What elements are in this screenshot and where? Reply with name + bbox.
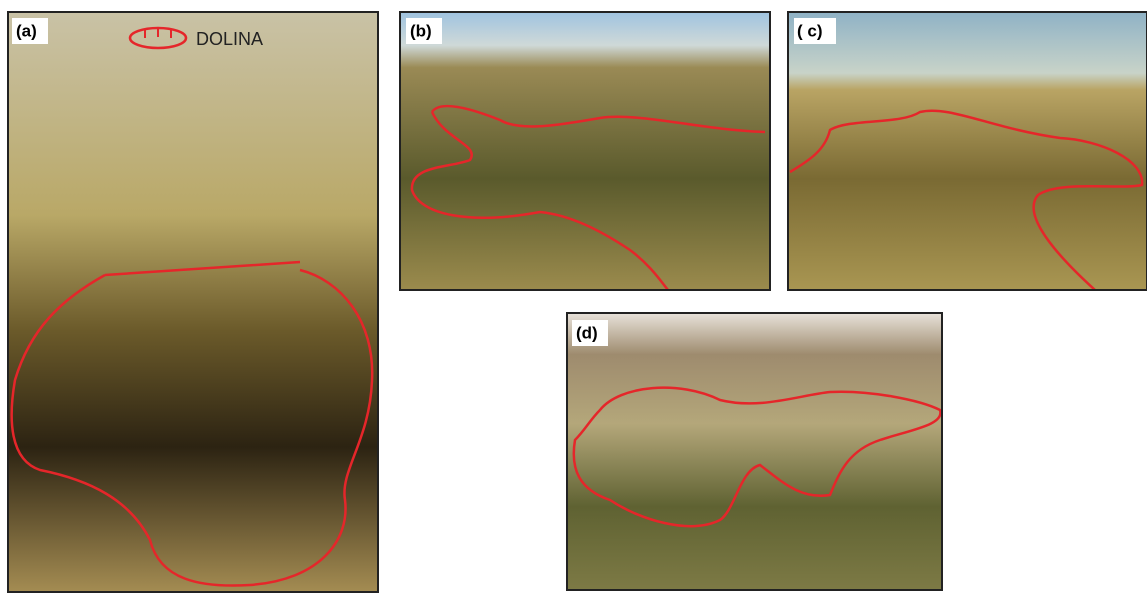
panel-label: (b) [410,21,432,40]
panel-b: (b) [400,12,770,290]
panel-a: (a) DOLINA [8,12,378,592]
panel-label: ( c) [797,21,823,40]
panel-label: (d) [576,323,598,342]
photo [567,313,942,590]
panel-label: (a) [16,21,37,40]
figure: (a) DOLINA (b) ( c) (d) [0,0,1147,594]
photo [400,12,770,290]
panel-d: (d) [567,313,942,590]
panel-c: ( c) [788,12,1147,290]
photo [788,12,1147,290]
legend-label: DOLINA [196,29,263,49]
